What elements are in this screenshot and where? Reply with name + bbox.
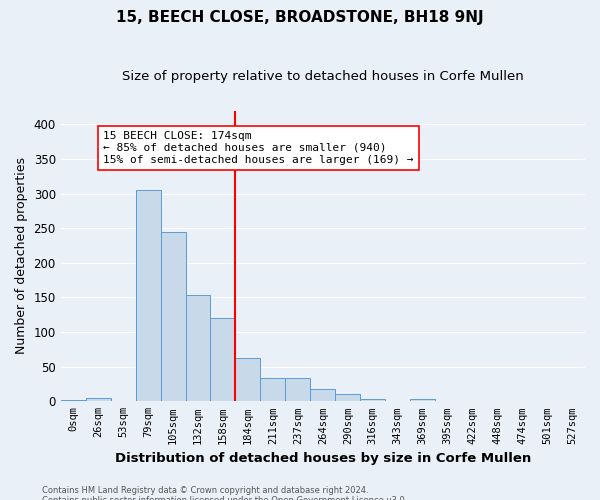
Text: 15 BEECH CLOSE: 174sqm
← 85% of detached houses are smaller (940)
15% of semi-de: 15 BEECH CLOSE: 174sqm ← 85% of detached…	[103, 132, 413, 164]
Bar	[360, 399, 385, 402]
Bar	[385, 400, 410, 402]
Bar	[86, 398, 110, 402]
Bar	[410, 399, 435, 402]
Bar	[310, 389, 335, 402]
Bar	[260, 378, 286, 402]
Bar	[185, 296, 211, 402]
Bar	[136, 190, 161, 402]
Bar	[286, 378, 310, 402]
Bar	[510, 400, 535, 402]
Text: Contains public sector information licensed under the Open Government Licence v3: Contains public sector information licen…	[42, 496, 407, 500]
Text: Contains HM Land Registry data © Crown copyright and database right 2024.: Contains HM Land Registry data © Crown c…	[42, 486, 368, 495]
Bar	[61, 400, 86, 402]
Bar	[460, 400, 485, 402]
Bar	[161, 232, 185, 402]
Text: 15, BEECH CLOSE, BROADSTONE, BH18 9NJ: 15, BEECH CLOSE, BROADSTONE, BH18 9NJ	[116, 10, 484, 25]
Bar	[211, 318, 235, 402]
Bar	[335, 394, 360, 402]
Bar	[560, 400, 585, 402]
Bar	[235, 358, 260, 402]
Y-axis label: Number of detached properties: Number of detached properties	[15, 158, 28, 354]
X-axis label: Distribution of detached houses by size in Corfe Mullen: Distribution of detached houses by size …	[115, 452, 531, 465]
Title: Size of property relative to detached houses in Corfe Mullen: Size of property relative to detached ho…	[122, 70, 524, 83]
